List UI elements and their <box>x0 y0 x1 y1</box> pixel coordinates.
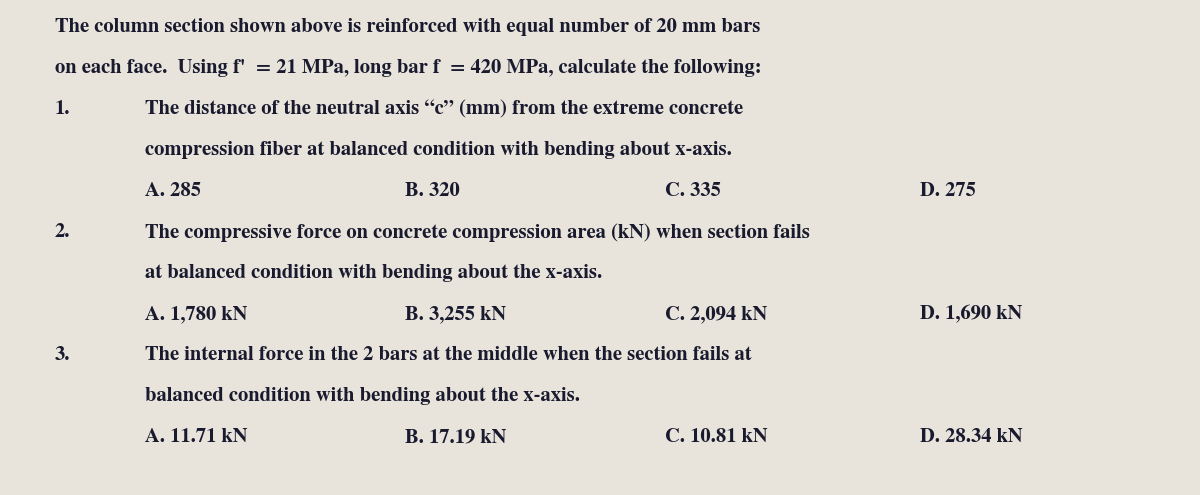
Text: The column section shown above is reinforced with equal number of 20 mm bars: The column section shown above is reinfo… <box>55 18 761 36</box>
Text: C. 335: C. 335 <box>665 182 721 200</box>
Text: C. 10.81 kN: C. 10.81 kN <box>665 428 768 446</box>
Text: The internal force in the 2 bars at the middle when the section fails at: The internal force in the 2 bars at the … <box>145 346 751 364</box>
Text: D. 28.34 kN: D. 28.34 kN <box>920 428 1022 446</box>
Text: The compressive force on concrete compression area (kN) when section fails: The compressive force on concrete compre… <box>145 223 810 242</box>
Text: B. 3,255 kN: B. 3,255 kN <box>406 305 506 323</box>
Text: D. 1,690 kN: D. 1,690 kN <box>920 305 1022 323</box>
Text: 3.: 3. <box>55 346 71 364</box>
Text: The distance of the neutral axis “c” (mm) from the extreme concrete: The distance of the neutral axis “c” (mm… <box>145 100 743 118</box>
Text: on each face.  Using f'⁣ = 21 MPa, long bar fₑ = 420 MPa, calculate the followin: on each face. Using f'⁣ = 21 MPa, long b… <box>55 59 762 77</box>
Text: 1.: 1. <box>55 100 71 118</box>
Text: A. 11.71 kN: A. 11.71 kN <box>145 428 247 446</box>
Text: B. 320: B. 320 <box>406 182 460 200</box>
Text: C. 2,094 kN: C. 2,094 kN <box>665 305 767 323</box>
Text: 2.: 2. <box>55 223 71 241</box>
Text: B. 17.19 kN: B. 17.19 kN <box>406 428 506 446</box>
Text: at balanced condition with bending about the x-axis.: at balanced condition with bending about… <box>145 264 602 282</box>
Text: balanced condition with bending about the x-axis.: balanced condition with bending about th… <box>145 387 580 405</box>
Text: A. 1,780 kN: A. 1,780 kN <box>145 305 247 323</box>
Text: D. 275: D. 275 <box>920 182 976 200</box>
Text: A. 285: A. 285 <box>145 182 202 200</box>
Text: compression fiber at balanced condition with bending about x-axis.: compression fiber at balanced condition … <box>145 141 732 159</box>
